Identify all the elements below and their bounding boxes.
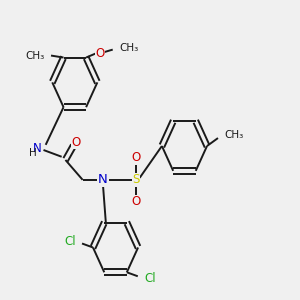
Text: CH₃: CH₃ bbox=[26, 51, 45, 61]
Text: O: O bbox=[131, 152, 140, 164]
Text: N: N bbox=[98, 173, 108, 186]
Text: CH₃: CH₃ bbox=[224, 130, 244, 140]
Text: O: O bbox=[96, 47, 105, 60]
Text: Cl: Cl bbox=[64, 235, 76, 248]
Text: O: O bbox=[131, 195, 140, 208]
Text: Cl: Cl bbox=[144, 272, 156, 285]
Text: CH₃: CH₃ bbox=[119, 43, 138, 52]
Text: H: H bbox=[29, 148, 37, 158]
Text: O: O bbox=[72, 136, 81, 148]
Text: N: N bbox=[33, 142, 42, 154]
Text: S: S bbox=[132, 173, 140, 186]
